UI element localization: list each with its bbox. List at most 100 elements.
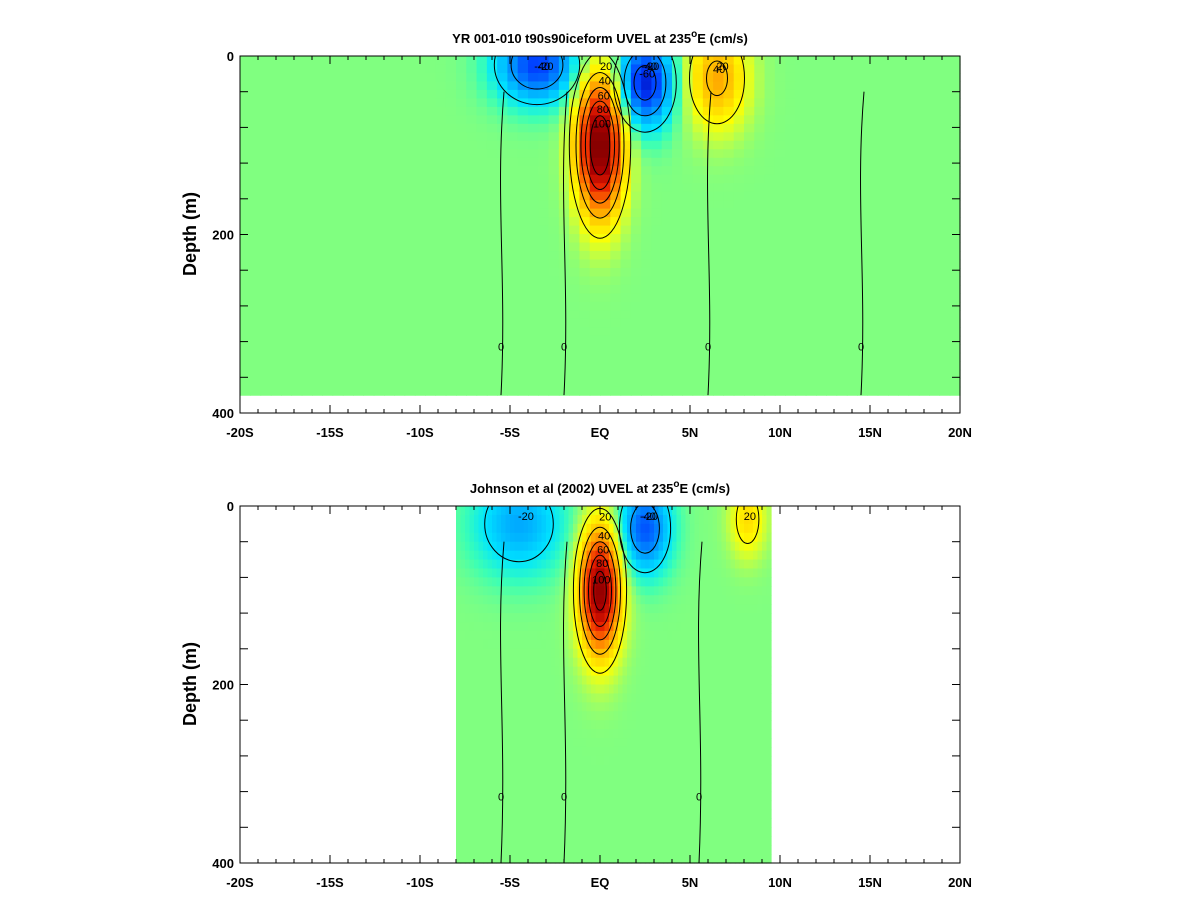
heatmap-cell [501, 613, 507, 623]
heatmap-cell [582, 764, 588, 775]
heatmap-cell [816, 386, 827, 396]
heatmap-cell [519, 800, 525, 811]
heatmap-cell [497, 217, 509, 227]
heatmap-cell [487, 711, 493, 721]
heatmap-cell [414, 191, 426, 201]
heatmap-cell [600, 386, 611, 396]
heatmap-cell [595, 809, 601, 819]
heatmap-cell [507, 183, 519, 193]
heatmap-cell [939, 123, 951, 133]
heatmap-cell [672, 386, 683, 396]
heatmap-cell [836, 259, 848, 269]
heatmap-cell [888, 378, 899, 388]
heatmap-cell [487, 657, 493, 668]
heatmap-cell [260, 208, 272, 218]
heatmap-cell [342, 251, 354, 261]
heatmap-cell [528, 550, 534, 561]
heatmap-cell [496, 782, 502, 793]
heatmap-cell [658, 577, 664, 587]
heatmap-cell [733, 335, 745, 345]
heatmap-cell [342, 98, 354, 108]
heatmap-cell [469, 684, 475, 695]
heatmap-cell [582, 630, 588, 641]
heatmap-cell [636, 684, 642, 695]
heatmap-cell [645, 827, 651, 837]
heatmap-cell [573, 541, 579, 552]
heatmap-cell [492, 764, 498, 775]
heatmap-cell [363, 234, 375, 244]
heatmap-cell [733, 293, 745, 303]
heatmap-cell [744, 56, 755, 66]
heatmap-cell [723, 361, 735, 371]
heatmap-cell [312, 72, 323, 83]
heatmap-cell [754, 217, 766, 227]
heatmap-cell [505, 791, 511, 802]
heatmap-cell [301, 191, 313, 201]
heatmap-cell [240, 225, 251, 235]
heatmap-cell [846, 267, 858, 278]
heatmap-cell [591, 702, 597, 712]
heatmap-cell [654, 532, 660, 543]
heatmap-cell [582, 693, 588, 703]
heatmap-cell [579, 301, 591, 311]
heatmap-cell [532, 506, 538, 516]
heatmap-cell [636, 506, 642, 516]
heatmap-cell [867, 267, 879, 278]
heatmap-cell [908, 369, 920, 379]
heatmap-cell [672, 81, 683, 91]
heatmap-cell [867, 352, 879, 362]
heatmap-cell [322, 361, 334, 371]
heatmap-cell [496, 746, 502, 757]
heatmap-cell [291, 386, 303, 396]
heatmap-cell [939, 327, 951, 337]
heatmap-cell [654, 639, 660, 650]
heatmap-cell [322, 301, 334, 311]
heatmap-cell [384, 386, 395, 396]
heatmap-cell [353, 310, 365, 320]
heatmap-cell [795, 369, 807, 379]
heatmap-cell [363, 386, 375, 396]
heatmap-cell [569, 378, 581, 388]
heatmap-cell [492, 746, 498, 757]
heatmap-cell [949, 310, 961, 320]
heatmap-cell [514, 648, 520, 659]
heatmap-cell [514, 613, 520, 623]
heatmap-cell [363, 81, 375, 91]
heatmap-cell [353, 335, 365, 345]
heatmap-cell [466, 327, 478, 337]
heatmap-cell [658, 827, 664, 837]
heatmap-cell [586, 506, 592, 516]
heatmap-cell [425, 335, 437, 345]
heatmap-cell [774, 115, 786, 125]
heatmap-cell [733, 149, 745, 159]
heatmap-cell [445, 378, 457, 388]
heatmap-cell [240, 251, 251, 261]
heatmap-cell [496, 755, 502, 766]
heatmap-cell [301, 284, 313, 295]
heatmap-cell [301, 344, 313, 354]
heatmap-cell [908, 344, 920, 354]
heatmap-cell [795, 157, 807, 167]
heatmap-cell [733, 208, 745, 218]
heatmap-cell [682, 259, 694, 269]
heatmap-cell [888, 157, 899, 167]
heatmap-cell [682, 242, 694, 252]
heatmap-cell [469, 550, 475, 561]
heatmap-cell [676, 568, 682, 578]
heatmap-cell [456, 310, 467, 320]
heatmap-cell [435, 284, 447, 295]
heatmap-cell [672, 586, 678, 596]
heatmap-cell [600, 818, 606, 828]
heatmap-cell [658, 800, 664, 811]
heatmap-cell [867, 174, 879, 184]
heatmap-cell [514, 568, 520, 578]
heatmap-cell [528, 657, 534, 668]
heatmap-cell [559, 666, 565, 677]
heatmap-cell [240, 378, 251, 388]
heatmap-cell [456, 140, 467, 150]
heatmap-cell [505, 720, 511, 730]
heatmap-cell [672, 234, 683, 244]
heatmap-cell [631, 550, 637, 561]
heatmap-cell [676, 764, 682, 775]
heatmap-cell [582, 568, 588, 578]
